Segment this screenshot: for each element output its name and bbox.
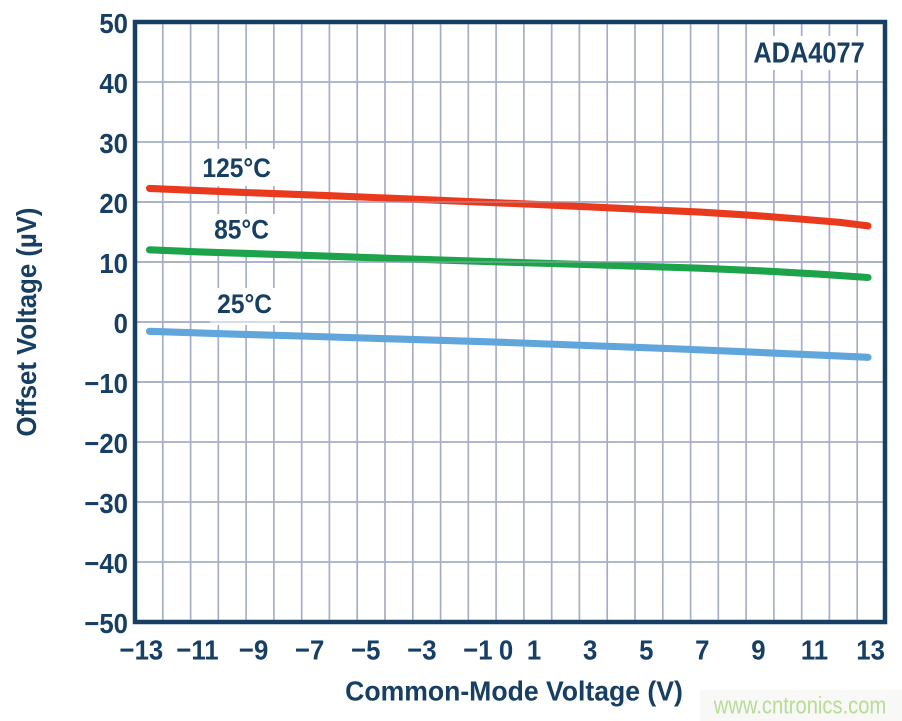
- svg-text:Common-Mode Voltage (V): Common-Mode Voltage (V): [345, 675, 683, 707]
- svg-text:−30: −30: [84, 488, 128, 519]
- svg-text:−1: −1: [463, 635, 492, 666]
- svg-text:0: 0: [499, 635, 513, 666]
- svg-text:Offset Voltage (µV): Offset Voltage (µV): [11, 208, 42, 437]
- svg-text:50: 50: [99, 8, 128, 39]
- svg-text:−50: −50: [84, 608, 128, 639]
- svg-text:1: 1: [527, 635, 541, 666]
- svg-text:−5: −5: [351, 635, 380, 666]
- svg-text:5: 5: [639, 635, 653, 666]
- svg-text:9: 9: [751, 635, 765, 666]
- svg-text:ADA4077: ADA4077: [753, 36, 864, 69]
- svg-text:−13: −13: [120, 635, 164, 666]
- svg-text:−40: −40: [84, 548, 128, 579]
- svg-text:30: 30: [99, 128, 128, 159]
- svg-text:−10: −10: [84, 368, 128, 399]
- svg-text:−11: −11: [176, 635, 218, 666]
- svg-text:40: 40: [99, 68, 128, 99]
- svg-text:−9: −9: [239, 635, 268, 666]
- svg-text:www.cntronics.com: www.cntronics.com: [713, 692, 886, 719]
- svg-text:7: 7: [695, 635, 709, 666]
- svg-text:13: 13: [856, 635, 885, 666]
- svg-text:11: 11: [801, 635, 828, 666]
- svg-text:3: 3: [583, 635, 597, 666]
- svg-text:−3: −3: [407, 635, 436, 666]
- svg-text:−7: −7: [295, 635, 324, 666]
- svg-text:10: 10: [99, 248, 128, 279]
- svg-text:0: 0: [114, 308, 128, 339]
- svg-text:−20: −20: [84, 428, 128, 459]
- svg-text:20: 20: [99, 188, 128, 219]
- svg-text:125°C: 125°C: [202, 154, 271, 183]
- svg-text:85°C: 85°C: [214, 215, 269, 244]
- svg-text:25°C: 25°C: [217, 290, 272, 319]
